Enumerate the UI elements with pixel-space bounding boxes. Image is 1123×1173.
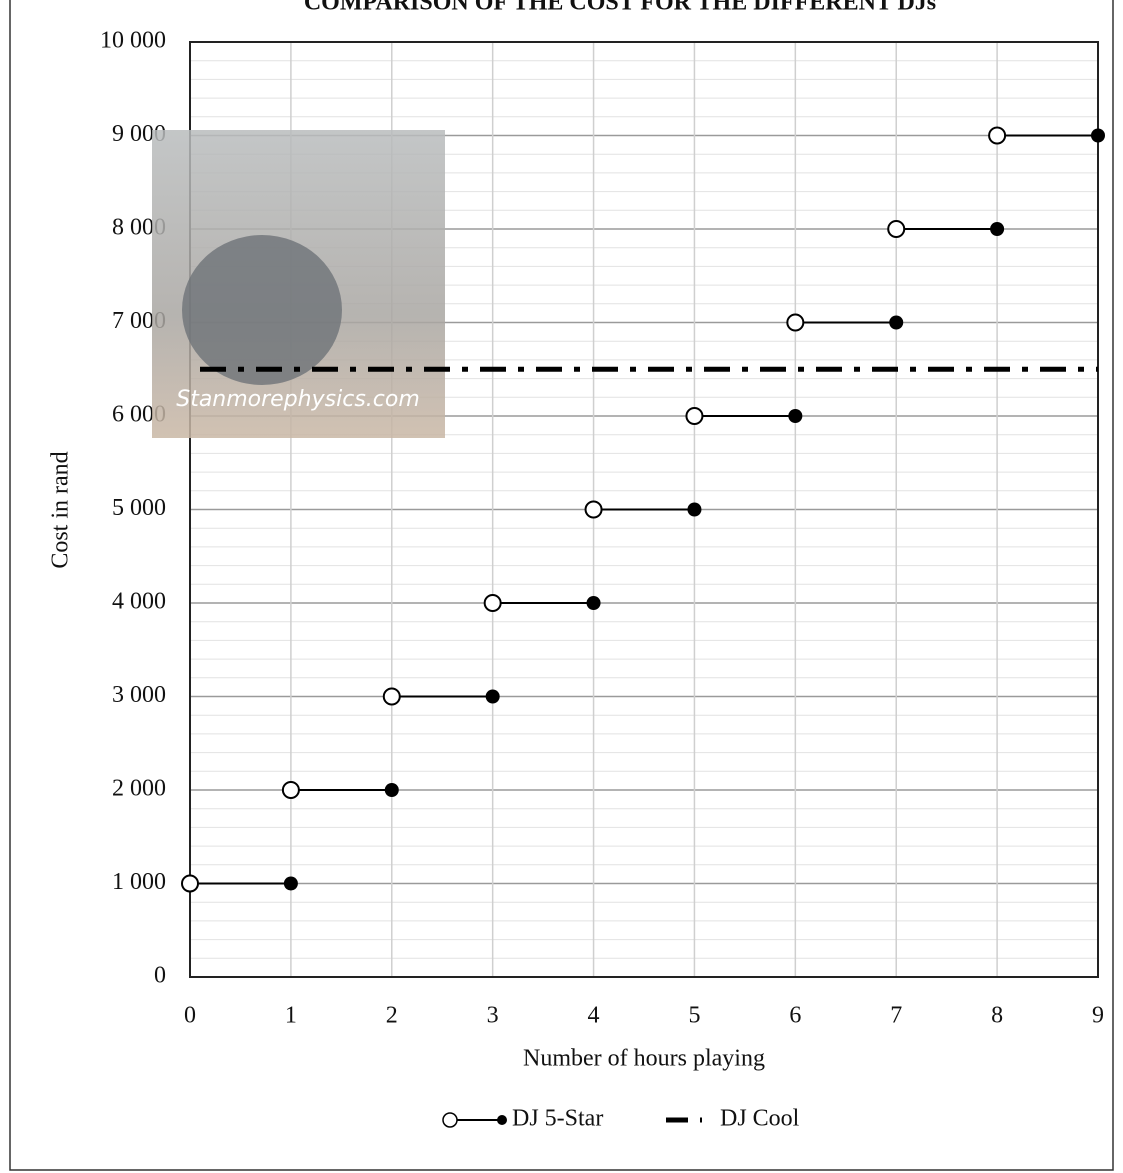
y-tick-label: 0: [154, 963, 166, 989]
x-tick-label: 3: [487, 1003, 499, 1029]
y-tick-label: 1 000: [112, 869, 166, 895]
closed-point: [788, 409, 803, 423]
closed-point: [586, 596, 601, 610]
closed-point: [889, 315, 904, 330]
x-tick-label: 2: [386, 1003, 398, 1029]
legend: DJ 5-Star DJ Cool: [442, 1106, 800, 1132]
legend-label: DJ 5-Star: [512, 1106, 603, 1132]
x-axis-label: Number of hours playing: [523, 1046, 765, 1072]
open-point: [685, 407, 704, 425]
watermark-text: Stanmorephysics.com: [176, 387, 420, 412]
x-tick-label: 7: [890, 1003, 902, 1029]
x-tick-label: 8: [991, 1003, 1003, 1029]
y-tick-label: 5 000: [112, 495, 166, 521]
open-point: [483, 594, 502, 612]
closed-point: [485, 689, 500, 704]
x-tick-label: 5: [688, 1003, 700, 1029]
open-point: [988, 126, 1007, 145]
y-tick-label: 4 000: [112, 589, 166, 615]
open-point: [887, 220, 906, 238]
open-point: [382, 687, 401, 706]
x-tick-label: 9: [1092, 1003, 1104, 1029]
open-point: [786, 313, 805, 332]
x-tick-label: 4: [588, 1003, 600, 1029]
plot-border: [189, 41, 1099, 978]
x-tick-label: 6: [789, 1003, 801, 1029]
y-tick-label: 2 000: [112, 776, 166, 802]
x-tick-label: 1: [285, 1003, 297, 1029]
x-tick-label: 0: [184, 1003, 196, 1029]
y-tick-label: 10 000: [100, 28, 166, 54]
open-point: [281, 781, 300, 799]
plot: [181, 126, 1105, 893]
closed-point: [283, 876, 298, 891]
y-tick-label: 3 000: [112, 682, 166, 708]
chart-title: COMPARISON OF THE COST FOR THE DIFFERENT…: [304, 0, 936, 16]
closed-point: [990, 222, 1005, 236]
frame: [9, 0, 1114, 1171]
legend-label: DJ Cool: [720, 1106, 800, 1132]
closed-point: [1091, 128, 1105, 143]
legend-swatch: [442, 1112, 458, 1128]
closed-point: [687, 502, 702, 517]
closed-point: [384, 783, 399, 797]
y-axis-label: Cost in rand: [48, 451, 74, 568]
open-point: [584, 500, 603, 519]
legend-swatch: [497, 1115, 507, 1125]
open-point: [181, 874, 199, 893]
watermark-pot: [182, 235, 342, 385]
